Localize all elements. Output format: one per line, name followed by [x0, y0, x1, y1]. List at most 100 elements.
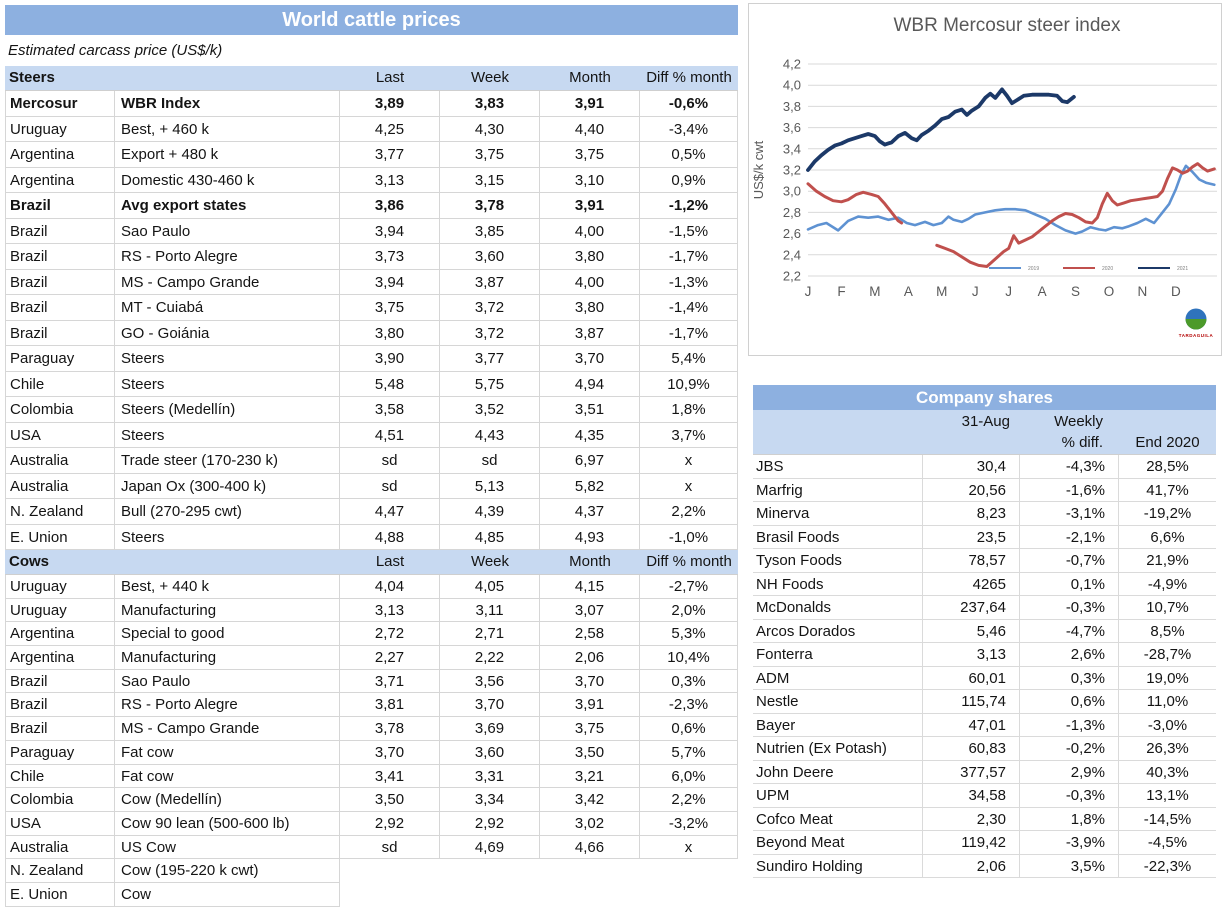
cell-country: Uruguay	[5, 116, 115, 142]
cell-country: Argentina	[5, 167, 115, 193]
cell-month: 4,93	[540, 524, 640, 550]
header-weekly-diff: % diff.	[1061, 434, 1103, 451]
series-line-2019	[806, 164, 1216, 235]
cell-country: Brazil	[5, 295, 115, 321]
table-row: Colombia Cow (Medellín) 3,50 3,34 3,42 2,2%	[5, 788, 738, 812]
x-tick-label: J	[1005, 284, 1012, 299]
cell-country: E. Union	[5, 524, 115, 550]
cattle-table-title: World cattle prices	[5, 5, 738, 35]
cell-diff: 2,2%	[640, 788, 738, 812]
cell-week: 5,75	[440, 371, 540, 397]
cell-diff: -1,7%	[640, 320, 738, 346]
cell-company-name: McDonalds	[753, 596, 923, 620]
cell-diff: -1,5%	[640, 218, 738, 244]
cell-month: 3,75	[540, 717, 640, 741]
table-row: Brazil MT - Cuiabá 3,75 3,72 3,80 -1,4%	[5, 295, 738, 321]
cell-diff: x	[640, 448, 738, 474]
cell-week: 3,78	[440, 193, 540, 219]
cell-company-name: NH Foods	[753, 572, 923, 596]
table-row: Uruguay Best, + 440 k 4,04 4,05 4,15 -2,7%	[5, 575, 738, 599]
cell-last: 3,89	[340, 91, 440, 117]
y-tick-label: 3,6	[783, 120, 801, 135]
table-row: Argentina Domestic 430-460 k 3,13 3,15 3,10 0…	[5, 167, 738, 193]
cell-country: Brazil	[5, 193, 115, 219]
cell-price: 23,5	[923, 525, 1020, 549]
table-row: Paraguay Fat cow 3,70 3,60 3,50 5,7%	[5, 740, 738, 765]
cell-detail: Trade steer (170-230 k)	[115, 448, 340, 474]
cell-week	[440, 859, 540, 883]
cell-detail: RS - Porto Alegre	[115, 693, 340, 718]
cell-country: Brazil	[5, 269, 115, 295]
table-row: Brazil RS - Porto Alegre 3,81 3,70 3,91 -2,3%	[5, 693, 738, 718]
company-shares-table: Company shares 31-Aug Weekly % diff. End…	[753, 385, 1216, 878]
cell-last: 3,41	[340, 764, 440, 789]
cell-last: 3,73	[340, 244, 440, 270]
cell-company-name: Minerva	[753, 502, 923, 526]
y-tick-label: 2,8	[783, 205, 801, 220]
cell-last: 3,13	[340, 167, 440, 193]
cell-last: 3,77	[340, 142, 440, 168]
cell-detail: Special to good	[115, 622, 340, 647]
cell-company-name: John Deere	[753, 760, 923, 784]
cell-last: 5,48	[340, 371, 440, 397]
y-tick-label: 3,8	[783, 99, 801, 114]
cell-country: Brazil	[5, 717, 115, 741]
cell-week: 3,85	[440, 218, 540, 244]
cell-company-name: UPM	[753, 784, 923, 808]
cell-last: 3,81	[340, 693, 440, 718]
cell-price: 20,56	[923, 478, 1020, 502]
cell-month: 3,80	[540, 295, 640, 321]
cell-end-2020: 26,3%	[1119, 737, 1216, 761]
cell-last: 4,88	[340, 524, 440, 550]
cell-week: sd	[440, 448, 540, 474]
cell-detail: Manufacturing	[115, 646, 340, 670]
cell-end-2020: 19,0%	[1119, 667, 1216, 690]
cell-detail: MT - Cuiabá	[115, 295, 340, 321]
cell-month: 3,07	[540, 598, 640, 623]
cell-company-name: Fonterra	[753, 643, 923, 667]
y-axis-label: US$/k cwt	[751, 140, 766, 199]
cell-week: 4,43	[440, 422, 540, 448]
cell-month: 3,70	[540, 346, 640, 372]
cell-week: 3,31	[440, 764, 540, 789]
cell-price: 34,58	[923, 784, 1020, 808]
logo-globe-lower-icon	[1185, 319, 1207, 330]
cell-last: sd	[340, 448, 440, 474]
y-tick-label: 2,2	[783, 269, 801, 284]
x-tick-label: D	[1171, 284, 1181, 299]
section-header-steers: Steers Last Week Month Diff % month	[5, 66, 738, 91]
cattle-table-subtitle: Estimated carcass price (US$/k)	[8, 42, 223, 59]
cell-end-2020: 10,7%	[1119, 596, 1216, 620]
x-tick-label: J	[972, 284, 979, 299]
cell-week: 3,34	[440, 788, 540, 812]
cell-last: 4,51	[340, 422, 440, 448]
x-tick-label: J	[805, 284, 812, 299]
company-table-header: 31-Aug Weekly % diff. End 2020	[753, 410, 1216, 455]
cell-last: 3,70	[340, 740, 440, 765]
table-row: Brazil MS - Campo Grande 3,94 3,87 4,00 -1,3%	[5, 269, 738, 295]
cell-week: 4,30	[440, 116, 540, 142]
cell-diff: 0,6%	[640, 717, 738, 741]
cell-month: 6,97	[540, 448, 640, 474]
company-row: McDonalds 237,64 -0,3% 10,7%	[753, 596, 1216, 620]
series-line-2021	[806, 87, 1076, 172]
cell-weekly-diff: -0,2%	[1020, 737, 1119, 761]
cell-diff: 0,5%	[640, 142, 738, 168]
table-row: Australia US Cow sd 4,69 4,66 x	[5, 835, 738, 860]
cell-diff: -1,3%	[640, 269, 738, 295]
cell-price: 78,57	[923, 549, 1020, 573]
cell-price: 377,57	[923, 760, 1020, 784]
cell-diff: -0,6%	[640, 91, 738, 117]
company-row: Minerva 8,23 -3,1% -19,2%	[753, 502, 1216, 526]
cell-detail: Steers	[115, 422, 340, 448]
y-tick-label: 2,4	[783, 247, 801, 262]
cell-diff: -3,4%	[640, 116, 738, 142]
cell-week: 4,05	[440, 575, 540, 599]
cell-week: 2,92	[440, 811, 540, 836]
cell-month: 4,35	[540, 422, 640, 448]
header-spacer	[1119, 411, 1216, 432]
cell-month: 3,91	[540, 693, 640, 718]
cell-diff: 1,8%	[640, 397, 738, 423]
company-row: Nestle 115,74 0,6% 11,0%	[753, 690, 1216, 714]
table-row: Paraguay Steers 3,90 3,77 3,70 5,4%	[5, 346, 738, 372]
